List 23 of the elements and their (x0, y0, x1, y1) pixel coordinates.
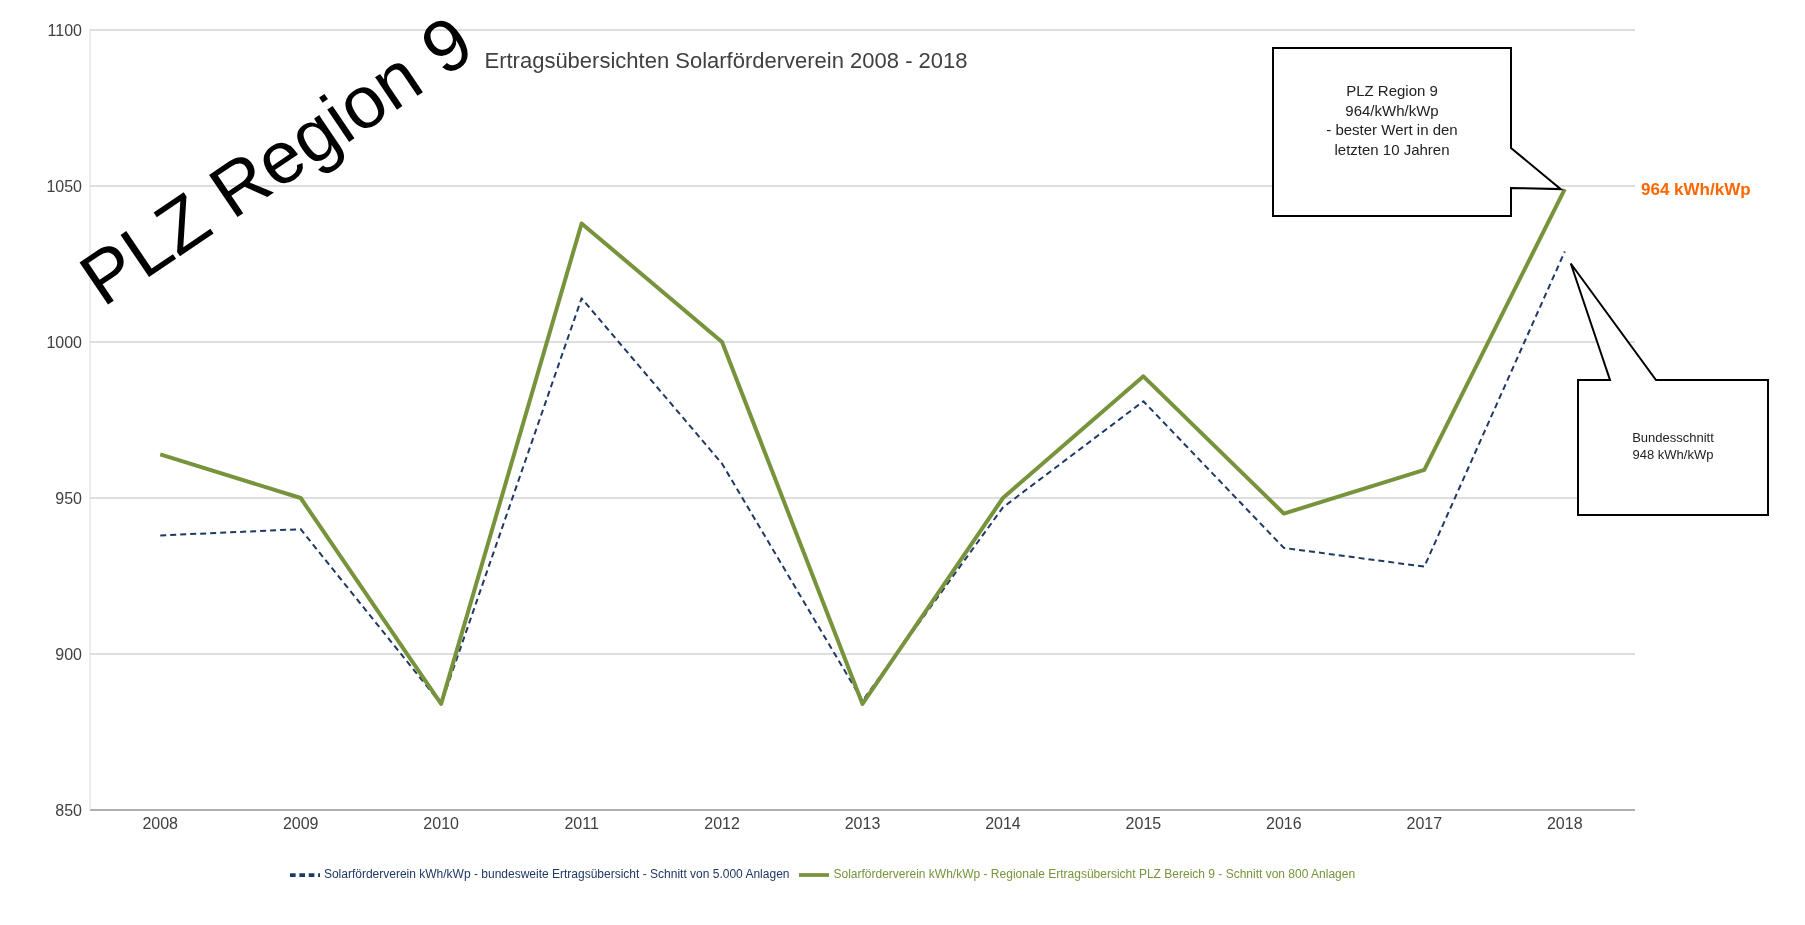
legend-label: Solarförderverein kWh/kWp - bundesweite Ertragsübersicht - Schnitt von 5.000 Anlagen (323, 867, 790, 882)
x-tick-label: 2014 (985, 815, 1021, 833)
y-tick-label: 1050 (46, 177, 83, 195)
y-tick-label: 1000 (46, 333, 83, 351)
x-tick-label: 2010 (423, 815, 460, 833)
x-tick-label: 2017 (1406, 815, 1443, 833)
y-tick-label: 900 (55, 645, 83, 663)
y-tick-label: 850 (55, 801, 83, 819)
x-tick-label: 2013 (844, 815, 881, 833)
x-tick-label: 2008 (142, 815, 179, 833)
text: Ertragsübersichten Solarförderverein 2008 - 2018 (484, 48, 968, 73)
x-tick-label: 2012 (704, 815, 740, 833)
text: 964 kWh/kWp (1641, 180, 1751, 200)
x-tick-label: 2009 (282, 815, 319, 833)
y-tick-label: 1100 (47, 21, 83, 39)
y-tick-label: 950 (55, 489, 83, 507)
legend-label: Solarförderverein kWh/kWp - Regionale Ertragsübersicht PLZ Bereich 9 - Schnitt von 800 Anlagen (833, 867, 1356, 882)
x-tick-label: 2011 (564, 815, 599, 833)
x-tick-label: 2015 (1125, 815, 1162, 833)
annotation: PLZ Region 9 964/kWh/kWp - bester Wert in den letzten 10 Jahren (1326, 82, 1458, 158)
x-tick-label: 2018 (1546, 815, 1583, 833)
annotation: Bundesschnitt 948 kWh/kWp (1632, 430, 1715, 462)
x-tick-label: 2016 (1266, 815, 1302, 833)
